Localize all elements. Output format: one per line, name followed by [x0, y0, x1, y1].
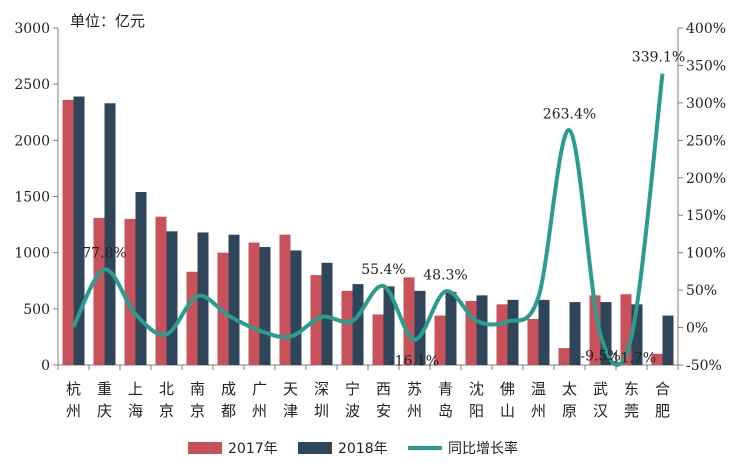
bar-2017年 [465, 300, 477, 365]
bar-2018年 [104, 103, 116, 365]
bar-2017年 [62, 99, 74, 365]
left-tick-label: 500 [23, 302, 50, 318]
right-tick-label: 50% [686, 283, 717, 299]
growth-data-label: -11.7% [607, 350, 656, 366]
bar-2018年 [197, 232, 209, 365]
category-label: 宁波 [345, 380, 360, 420]
bar-2017年 [620, 294, 632, 365]
legend-swatch [298, 442, 332, 454]
bar-2018年 [259, 247, 271, 365]
growth-data-label: 339.1% [632, 50, 685, 66]
bar-2018年 [321, 262, 333, 365]
category-label: 重庆 [97, 380, 112, 420]
bar-2017年 [186, 271, 198, 365]
bar-2018年 [352, 284, 364, 365]
category-label: 佛山 [500, 380, 515, 420]
category-label: 西安 [376, 380, 391, 420]
left-tick-label: 1000 [14, 246, 50, 262]
left-tick-label: 1500 [14, 190, 50, 206]
data-labels: 77.8% 55.4% -16.1% 48.3% 263.4% -9.5%-11.7% 33… [82, 50, 685, 370]
right-tick-label: 150% [686, 208, 726, 224]
bar-2018年 [290, 250, 302, 365]
bar-2018年 [600, 302, 612, 365]
growth-data-label: 55.4% [361, 262, 405, 278]
bar-2018年 [538, 299, 550, 365]
legend: 2017年 2018年 同比增长率 [188, 440, 518, 457]
category-label: 苏州 [407, 380, 422, 420]
bar-2017年 [496, 304, 508, 365]
bar-2018年 [476, 295, 488, 365]
category-label: 上海 [128, 380, 143, 420]
category-label: 武汉 [593, 380, 608, 420]
bar-2017年 [124, 218, 136, 365]
bars [62, 96, 674, 366]
legend-label: 2017年 [228, 441, 278, 457]
category-label: 太原 [562, 380, 577, 420]
bar-2017年 [589, 295, 601, 365]
category-label: 天津 [283, 380, 298, 420]
bar-2017年 [527, 318, 539, 365]
legend-label: 同比增长率 [448, 440, 518, 457]
left-tick-label: 2000 [14, 133, 50, 149]
legend-label: 2018年 [338, 441, 388, 457]
bar-2018年 [135, 192, 147, 365]
bar-2017年 [279, 234, 291, 365]
legend-swatch [188, 442, 222, 454]
bar-2017年 [558, 348, 570, 365]
right-tick-label: -50% [686, 358, 722, 374]
bar-2018年 [166, 231, 178, 365]
bar-2018年 [414, 290, 426, 365]
left-tick-label: 2500 [14, 77, 50, 93]
right-tick-label: 0% [686, 321, 708, 337]
bar-2017年 [651, 353, 663, 365]
bar-2018年 [445, 291, 457, 365]
bar-2017年 [93, 217, 105, 365]
right-tick-label: 200% [686, 171, 726, 187]
bar-2017年 [403, 277, 415, 365]
growth-data-label: 77.8% [82, 245, 126, 261]
category-label: 深圳 [314, 380, 329, 420]
bar-2017年 [372, 314, 384, 365]
category-label: 合肥 [655, 380, 670, 420]
category-label: 南京 [190, 380, 205, 420]
right-tick-label: 350% [686, 58, 726, 74]
bar-2017年 [248, 242, 260, 365]
category-label: 温州 [531, 380, 546, 420]
right-tick-label: 400% [686, 21, 726, 37]
category-label: 广州 [252, 380, 267, 420]
category-label: 杭州 [66, 380, 81, 420]
growth-data-label: -16.1% [390, 354, 439, 370]
left-tick-label: 0 [41, 358, 50, 374]
category-label: 沈阳 [469, 380, 484, 420]
growth-line [71, 73, 665, 367]
bar-2017年 [217, 252, 229, 365]
bar-2018年 [73, 96, 85, 366]
category-label: 东莞 [624, 380, 639, 420]
right-tick-label: 250% [686, 133, 726, 149]
growth-rate-line [71, 73, 665, 367]
bar-2018年 [631, 304, 643, 365]
unit-label: 单位：亿元 [70, 12, 145, 30]
bar-2017年 [434, 315, 446, 365]
right-tick-label: 100% [686, 246, 726, 262]
bar-2017年 [341, 290, 353, 365]
right-tick-label: 300% [686, 96, 726, 112]
growth-data-label: -9.5% [580, 349, 620, 365]
category-label: 青岛 [438, 380, 453, 420]
growth-data-label: 263.4% [543, 106, 596, 122]
bar-2018年 [507, 299, 519, 365]
category-label: 成都 [221, 380, 236, 420]
bar-2018年 [569, 302, 581, 365]
bar-2018年 [383, 286, 395, 365]
bar-2018年 [662, 315, 674, 365]
bar-2017年 [155, 216, 167, 365]
bar-2018年 [228, 234, 240, 365]
growth-data-label: 48.3% [423, 267, 467, 283]
category-label: 北京 [159, 380, 174, 420]
left-tick-label: 3000 [14, 21, 50, 37]
